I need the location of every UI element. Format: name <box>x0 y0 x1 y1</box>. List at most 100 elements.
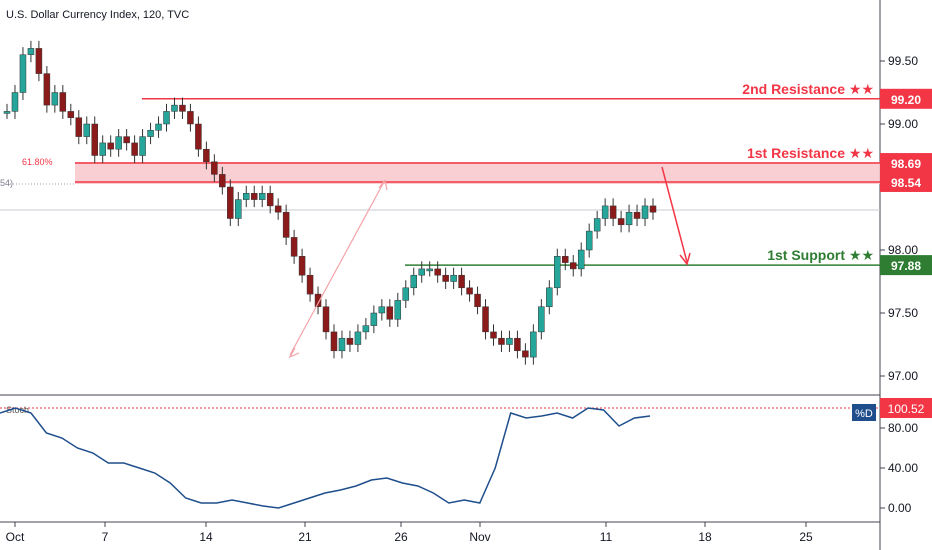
time-tick-label: 25 <box>799 530 813 544</box>
chart-title: U.S. Dollar Currency Index, 120, TVC <box>6 9 189 21</box>
candle <box>290 237 298 257</box>
candle <box>306 274 314 295</box>
candle <box>115 136 122 150</box>
level-tag: 97.88 <box>891 259 921 273</box>
candle <box>19 54 27 93</box>
candle <box>530 331 537 358</box>
candle <box>418 268 425 276</box>
candle <box>482 306 489 333</box>
candle <box>67 111 75 118</box>
candle <box>322 306 330 333</box>
candle <box>386 306 394 320</box>
candle <box>577 249 585 270</box>
candle <box>250 193 258 200</box>
price-tick-label: 98.00 <box>888 243 918 257</box>
candle <box>43 73 51 106</box>
resistance-zone <box>75 162 880 184</box>
candle <box>593 218 601 232</box>
candle <box>506 337 513 345</box>
stoch-line <box>0 407 651 509</box>
candle <box>601 205 609 219</box>
candles <box>3 40 657 365</box>
candle <box>362 325 370 333</box>
candle <box>633 211 641 219</box>
time-tick-label: Oct <box>6 530 25 544</box>
projection-arrow-down <box>661 166 688 263</box>
candle <box>354 331 362 345</box>
price-tick-label: 97.50 <box>888 306 918 320</box>
candle <box>147 130 154 137</box>
candle <box>235 199 242 219</box>
candle <box>227 186 234 219</box>
level-tag-box <box>880 171 932 192</box>
candle <box>298 256 306 276</box>
time-tick-label: 26 <box>394 530 408 544</box>
candle <box>3 111 11 114</box>
candle <box>562 256 569 263</box>
candle <box>338 337 346 352</box>
stoch-value-tag: 100.52 <box>888 402 925 416</box>
candle <box>585 230 593 251</box>
level-tag-box <box>880 88 932 109</box>
level-tag-box <box>880 255 932 276</box>
candle <box>35 48 43 74</box>
fib-label: 61.80% <box>22 157 53 167</box>
candle <box>514 337 521 352</box>
candle <box>274 205 282 213</box>
candle <box>51 92 59 106</box>
candle <box>402 287 410 301</box>
candle <box>641 205 649 219</box>
candle <box>282 211 290 238</box>
candle <box>330 331 338 352</box>
candle <box>378 306 386 314</box>
time-tick-label: 21 <box>298 530 312 544</box>
arrow-head-up <box>378 179 388 191</box>
price-tick-label: 99.50 <box>888 54 918 68</box>
level-tag-box <box>880 153 932 174</box>
candle <box>569 262 577 270</box>
candle <box>466 287 473 295</box>
candle <box>131 142 138 156</box>
candle <box>11 92 19 112</box>
level-label: 1st Support ★★ <box>767 247 874 263</box>
candle <box>91 123 98 156</box>
candle <box>458 274 465 289</box>
candle <box>314 293 322 307</box>
stoch-d-tag-box <box>852 404 876 421</box>
fib-partial-label: 54) <box>0 178 13 188</box>
candle <box>163 111 170 125</box>
candle <box>394 300 402 320</box>
candle <box>554 256 561 289</box>
candle <box>211 161 218 175</box>
level-tag: 98.69 <box>891 157 921 171</box>
time-tick-label: Nov <box>469 530 490 544</box>
stoch-value-tag-box <box>880 398 932 418</box>
candle <box>243 193 250 200</box>
time-axis: Oct 7 14 21 26 Nov 11 18 25 <box>6 522 813 544</box>
candle <box>171 104 178 112</box>
stoch-label: Stoch <box>6 405 29 415</box>
candle <box>426 268 433 272</box>
candle <box>83 123 91 137</box>
candle <box>474 293 481 307</box>
candle <box>490 331 497 339</box>
candle <box>434 268 441 276</box>
time-tick-label: 11 <box>600 530 613 544</box>
candle <box>442 274 449 282</box>
projection-arrow-up <box>289 179 386 356</box>
time-tick-label: 18 <box>698 530 712 544</box>
arrow-head-down-small <box>288 347 300 359</box>
level-label: 2nd Resistance ★★ <box>742 81 874 97</box>
candle <box>107 142 114 150</box>
candle <box>346 337 354 345</box>
arrow-head-down <box>679 252 691 266</box>
candle <box>538 306 545 333</box>
candle <box>410 274 417 289</box>
candle <box>609 205 617 219</box>
candle <box>522 350 529 358</box>
stoch-tick-label: 80.00 <box>888 421 918 435</box>
price-tick-label: 97.00 <box>888 369 918 383</box>
candle <box>625 211 633 226</box>
arrows <box>288 166 691 359</box>
candle <box>59 92 67 112</box>
